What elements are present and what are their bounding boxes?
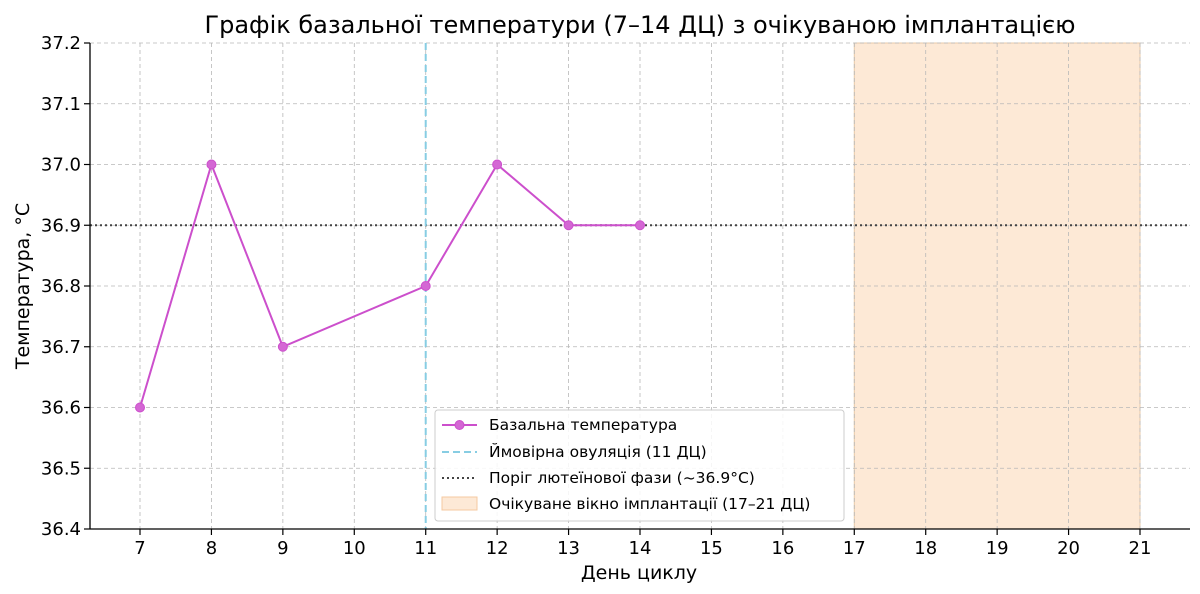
legend-series-marker	[454, 420, 465, 430]
legend-frame	[434, 409, 845, 522]
legend-label-window: Очікуване вікно імплантації (17–21 ДЦ)	[489, 495, 810, 513]
x-tick-label: 12	[486, 538, 509, 559]
y-tick-label: 36.8	[41, 276, 81, 297]
x-tick-label: 18	[914, 538, 937, 559]
series-line	[139, 161, 640, 408]
data-point	[135, 402, 145, 413]
x-tick-label: 9	[277, 538, 288, 559]
y-tick-label: 37.1	[41, 94, 81, 115]
data-point	[492, 159, 503, 170]
x-tick-label: 7	[134, 538, 145, 559]
legend-window-swatch	[441, 496, 478, 511]
legend: Базальна температура Ймовірна овуляція (…	[434, 409, 845, 522]
y-axis-title: Температура, °C	[12, 203, 34, 370]
legend-label-ovulation: Ймовірна овуляція (11 ДЦ)	[489, 442, 707, 461]
y-tick-label: 36.5	[41, 458, 81, 479]
data-point	[420, 281, 431, 291]
y-tick-label: 36.4	[41, 519, 81, 540]
x-tick-label: 21	[1129, 538, 1152, 559]
y-tick-label: 36.9	[41, 215, 81, 236]
legend-label-series: Базальна температура	[489, 416, 677, 434]
x-tick-label: 20	[1057, 538, 1080, 559]
x-tick-label: 15	[700, 538, 723, 559]
x-tick-label: 17	[843, 538, 866, 559]
x-tick-label: 10	[343, 538, 366, 559]
y-tick-label: 37.0	[41, 155, 81, 176]
chart-title: Графік базальної температури (7–14 ДЦ) з…	[204, 11, 1075, 39]
x-tick-label: 19	[986, 538, 1009, 559]
x-tick-label: 14	[629, 538, 652, 559]
x-axis-title: День циклу	[581, 562, 697, 584]
data-point	[635, 220, 645, 231]
x-tick-label: 11	[414, 538, 437, 559]
y-tick-label: 36.7	[41, 337, 81, 358]
y-tick-label: 37.2	[41, 33, 81, 54]
legend-label-threshold: Поріг лютеїнової фази (~36.9°C)	[489, 469, 755, 487]
data-point	[206, 159, 217, 170]
data-point	[563, 220, 574, 231]
x-tick-label: 8	[206, 538, 217, 559]
x-tick-label: 13	[557, 538, 580, 559]
y-tick-label: 36.6	[41, 398, 81, 419]
data-point	[277, 341, 288, 352]
x-tick-label: 16	[771, 538, 794, 559]
